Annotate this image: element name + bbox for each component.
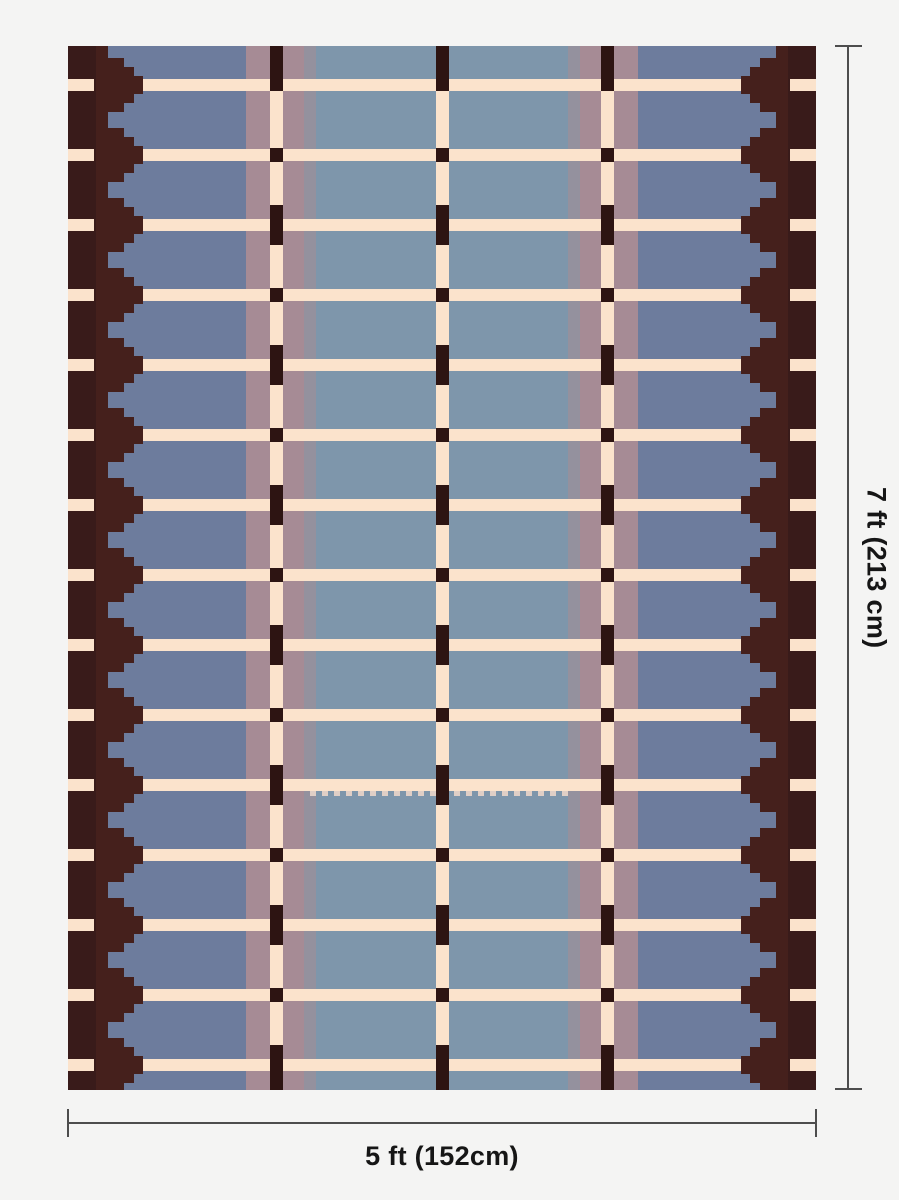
- width-dimension-cap-left: [67, 1109, 69, 1137]
- width-dimension-label: 5 ft (152cm): [365, 1141, 519, 1171]
- width-dimension-line: [68, 1122, 816, 1124]
- width-dimension-cap-right: [815, 1109, 817, 1137]
- rug-pattern-svg: [68, 46, 816, 1090]
- height-dimension-cap-top: [835, 45, 862, 47]
- height-dimension-label: 7 ft (213 cm): [861, 487, 892, 649]
- rug-image: [68, 46, 816, 1090]
- height-dimension-line: [847, 46, 849, 1090]
- height-dimension-cap-bottom: [835, 1088, 862, 1090]
